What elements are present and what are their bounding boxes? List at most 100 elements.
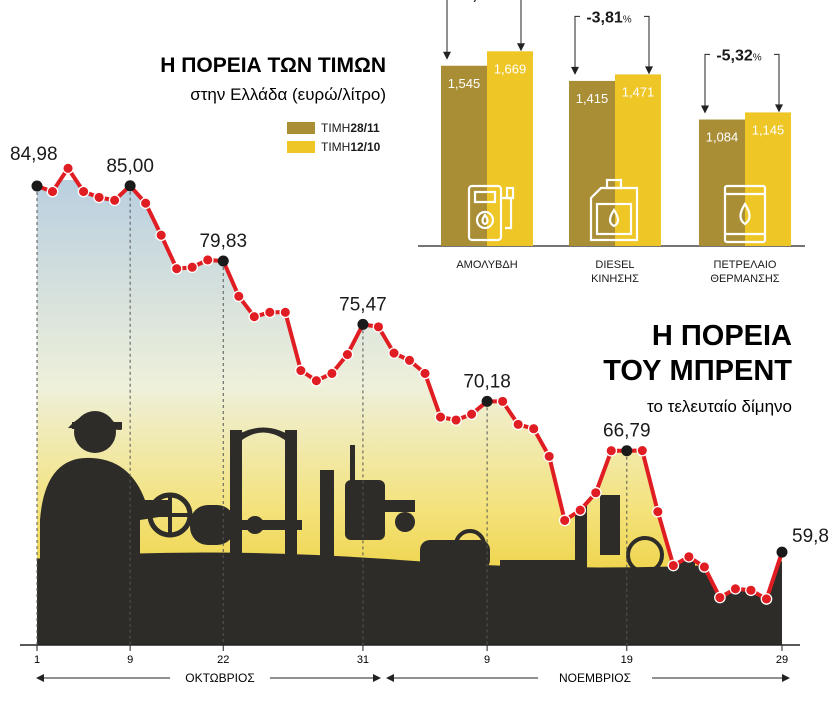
data-point xyxy=(170,262,183,275)
x-tick-label: 22 xyxy=(217,654,229,666)
callout-label: 75,47 xyxy=(339,294,387,315)
price-legend: ΤΙΜΗ 28/11 ΤΙΜΗ 12/10 xyxy=(287,118,380,156)
data-point xyxy=(279,306,292,319)
data-point xyxy=(683,550,695,563)
legend-label-new-prefix: ΤΙΜΗ xyxy=(321,139,351,154)
callout-label: 79,83 xyxy=(199,231,247,252)
prices-title: Η ΠΟΡΕΙΑ ΤΩΝ ΤΙΜΩΝ xyxy=(160,54,386,77)
data-point xyxy=(248,310,261,323)
change-percent-label: -7,42% xyxy=(458,0,503,3)
bar-value-label: 1,669 xyxy=(494,61,527,76)
data-point xyxy=(574,504,587,517)
legend-label-new-date: 12/10 xyxy=(350,139,381,154)
fuel-pump-icon xyxy=(467,184,515,242)
data-point xyxy=(527,422,540,435)
legend-label-old-prefix: ΤΙΜΗ xyxy=(321,120,351,135)
oil-barrel-icon xyxy=(723,184,767,244)
data-point xyxy=(341,348,354,361)
brent-title-line2: ΤΟΥ ΜΠΡΕΝΤ xyxy=(603,355,792,387)
x-tick-label: 9 xyxy=(127,654,133,666)
bar-value-label: 1,084 xyxy=(706,130,739,145)
legend-swatch-old xyxy=(287,121,315,134)
highlight-data-point xyxy=(357,318,369,330)
data-point xyxy=(201,254,214,266)
legend-item-old: ΤΙΜΗ 28/11 xyxy=(287,118,380,137)
change-arrowhead xyxy=(571,66,579,75)
change-arrowhead xyxy=(701,105,709,114)
change-arrowhead xyxy=(443,51,451,60)
callout-guide-lines xyxy=(36,191,628,645)
change-percent-label: -3,81% xyxy=(586,9,631,26)
data-point xyxy=(372,321,385,333)
data-point xyxy=(419,367,431,380)
data-point xyxy=(326,367,338,380)
data-point xyxy=(589,486,602,499)
category-label: ΑΜΟΛΥΒΔΗ xyxy=(456,259,517,271)
bar-value-label: 1,545 xyxy=(448,76,481,91)
data-point xyxy=(310,374,323,387)
bar-value-label: 1,415 xyxy=(576,91,609,106)
data-point xyxy=(729,582,742,595)
brent-data-points xyxy=(31,162,788,605)
bar-value-label: 1,145 xyxy=(752,122,785,137)
change-percent-label: -5,32% xyxy=(716,47,761,64)
category-label: DIESEL xyxy=(595,259,634,271)
data-point xyxy=(450,414,462,426)
data-point xyxy=(388,347,400,359)
data-point xyxy=(558,514,571,527)
category-label: ΘΕΡΜΑΝΣΗΣ xyxy=(710,273,779,285)
data-point xyxy=(46,185,59,198)
callout-label: 85,00 xyxy=(106,156,154,177)
jerry-can-icon xyxy=(589,178,639,242)
data-point xyxy=(155,229,168,242)
highlight-data-point xyxy=(217,255,229,267)
bar-value-label: 1,471 xyxy=(622,84,655,99)
fuel-price-bar-chart: 1,545 1,669 -7,42% ΑΜΟΛΥΒΔΗ 1,415 1,471 -3,81%… xyxy=(410,0,810,304)
x-tick-label: 9 xyxy=(484,654,490,666)
callout-label: 59,82 xyxy=(792,526,829,547)
x-tick-label: 29 xyxy=(776,654,788,666)
x-tick-label: 1 xyxy=(34,654,40,666)
bar-price-28-11 xyxy=(441,65,487,246)
data-point xyxy=(139,197,152,210)
brent-callout-labels: 84,98 85,00 79,83 75,47 70,18 66,79 59,82 xyxy=(10,144,829,547)
month-label-october: ΟΚΤΩΒΡΙΟΣ xyxy=(185,671,255,685)
data-point xyxy=(512,418,524,431)
data-point xyxy=(667,559,680,572)
highlight-data-point xyxy=(124,180,136,192)
data-point xyxy=(232,290,245,303)
highlight-data-point xyxy=(31,180,43,192)
bar-price-28-11 xyxy=(699,119,745,246)
data-point xyxy=(77,185,90,198)
data-point xyxy=(295,364,307,377)
callout-label: 84,98 xyxy=(10,144,58,165)
data-point xyxy=(93,191,105,204)
brent-subtitle: το τελευταίο δίμηνο xyxy=(647,397,792,416)
data-point xyxy=(760,593,773,605)
x-axis-ticks: 1 9 22 31 9 19 29 xyxy=(34,645,788,666)
data-point xyxy=(263,306,276,319)
legend-label-old-date: 28/11 xyxy=(350,120,380,135)
change-bracket xyxy=(446,0,522,54)
x-tick-label: 31 xyxy=(357,654,369,666)
data-point xyxy=(186,261,199,274)
data-point xyxy=(745,584,757,597)
month-label-november: ΝΟΕΜΒΡΙΟΣ xyxy=(559,671,631,685)
highlight-data-point xyxy=(776,546,788,558)
bar-price-12-10 xyxy=(745,112,791,247)
category-label: ΠΕΤΡΕΛΑΙΟ xyxy=(714,259,777,271)
highlight-data-point xyxy=(481,395,493,407)
data-point xyxy=(714,591,726,604)
data-point xyxy=(62,162,74,175)
change-arrowhead xyxy=(517,43,525,52)
change-label-bg xyxy=(710,43,774,66)
data-point xyxy=(496,395,509,408)
data-point xyxy=(403,354,416,367)
data-point xyxy=(636,444,649,457)
data-point xyxy=(651,505,664,518)
callout-label: 70,18 xyxy=(463,371,511,392)
change-arrowhead xyxy=(645,66,653,75)
change-label-bg xyxy=(580,5,644,28)
data-point xyxy=(698,561,711,573)
